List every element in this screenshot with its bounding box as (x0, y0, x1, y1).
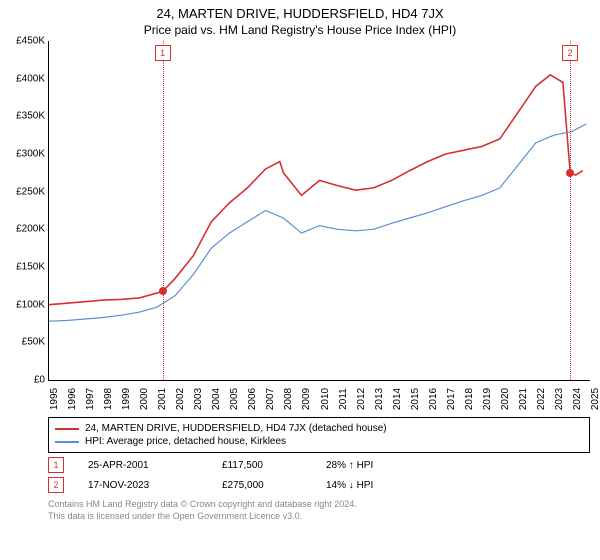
series-line-hpi (49, 124, 586, 321)
x-tick-label: 2014 (392, 388, 403, 410)
event-price: £275,000 (222, 480, 302, 491)
y-tick-label: £50K (1, 337, 45, 348)
y-tick-label: £100K (1, 299, 45, 310)
chart-container: 24, MARTEN DRIVE, HUDDERSFIELD, HD4 7JX … (0, 0, 600, 560)
event-marker-icon: 1 (48, 457, 64, 473)
x-tick-label: 1999 (121, 388, 132, 410)
x-tick-label: 2002 (175, 388, 186, 410)
x-tick-label: 2016 (428, 388, 439, 410)
y-tick-label: £250K (1, 186, 45, 197)
x-tick-label: 2007 (265, 388, 276, 410)
legend-swatch (55, 428, 79, 430)
chart-title: 24, MARTEN DRIVE, HUDDERSFIELD, HD4 7JX (0, 0, 600, 21)
x-tick-label: 2000 (139, 388, 150, 410)
event-price: £117,500 (222, 460, 302, 471)
event-date: 17-NOV-2023 (88, 480, 198, 491)
event-delta: 28% ↑ HPI (326, 460, 373, 471)
y-tick-label: £300K (1, 149, 45, 160)
x-tick-label: 2022 (536, 388, 547, 410)
plot-area: £0£50K£100K£150K£200K£250K£300K£350K£400… (48, 41, 590, 381)
legend: 24, MARTEN DRIVE, HUDDERSFIELD, HD4 7JX … (48, 417, 590, 453)
legend-label: HPI: Average price, detached house, Kirk… (85, 436, 286, 447)
x-tick-label: 2023 (554, 388, 565, 410)
x-tick-label: 2024 (572, 388, 583, 410)
x-tick-label: 2003 (193, 388, 204, 410)
y-tick-label: £0 (1, 375, 45, 386)
event-row: 2 17-NOV-2023 £275,000 14% ↓ HPI (48, 477, 590, 493)
x-tick-label: 2010 (320, 388, 331, 410)
legend-swatch (55, 441, 79, 443)
x-tick-label: 2005 (229, 388, 240, 410)
x-tick-label: 2004 (211, 388, 222, 410)
x-tick-label: 2019 (482, 388, 493, 410)
marker-dot-icon (159, 287, 167, 295)
y-tick-label: £150K (1, 262, 45, 273)
x-tick-label: 2006 (247, 388, 258, 410)
legend-label: 24, MARTEN DRIVE, HUDDERSFIELD, HD4 7JX … (85, 423, 387, 434)
x-tick-label: 2001 (157, 388, 168, 410)
y-tick-label: £350K (1, 111, 45, 122)
marker-box-icon: 1 (155, 45, 171, 61)
x-tick-label: 2021 (518, 388, 529, 410)
marker-dot-icon (566, 169, 574, 177)
event-date: 25-APR-2001 (88, 460, 198, 471)
series-line-property (49, 75, 583, 305)
marker-box-icon: 2 (562, 45, 578, 61)
event-row: 1 25-APR-2001 £117,500 28% ↑ HPI (48, 457, 590, 473)
event-delta: 14% ↓ HPI (326, 480, 373, 491)
x-tick-label: 1996 (67, 388, 78, 410)
x-tick-label: 2020 (500, 388, 511, 410)
x-tick-label: 2012 (356, 388, 367, 410)
x-tick-label: 2013 (374, 388, 385, 410)
x-tick-label: 2009 (301, 388, 312, 410)
x-tick-label: 2011 (338, 388, 349, 410)
event-marker-icon: 2 (48, 477, 64, 493)
x-tick-label: 2018 (464, 388, 475, 410)
chart-subtitle: Price paid vs. HM Land Registry's House … (0, 21, 600, 41)
attribution: Contains HM Land Registry data © Crown c… (48, 499, 590, 522)
y-tick-label: £200K (1, 224, 45, 235)
x-tick-label: 1995 (49, 388, 60, 410)
legend-item: 24, MARTEN DRIVE, HUDDERSFIELD, HD4 7JX … (55, 422, 583, 435)
marker-vline (163, 41, 164, 380)
x-tick-label: 2025 (590, 388, 600, 410)
x-tick-label: 2008 (283, 388, 294, 410)
line-layer (49, 41, 590, 380)
x-tick-label: 1998 (103, 388, 114, 410)
attribution-line: This data is licensed under the Open Gov… (48, 511, 590, 523)
marker-vline (570, 41, 571, 380)
x-tick-label: 2015 (410, 388, 421, 410)
attribution-line: Contains HM Land Registry data © Crown c… (48, 499, 590, 511)
x-tick-label: 1997 (85, 388, 96, 410)
legend-item: HPI: Average price, detached house, Kirk… (55, 435, 583, 448)
y-tick-label: £400K (1, 73, 45, 84)
x-tick-label: 2017 (446, 388, 457, 410)
y-tick-label: £450K (1, 36, 45, 47)
